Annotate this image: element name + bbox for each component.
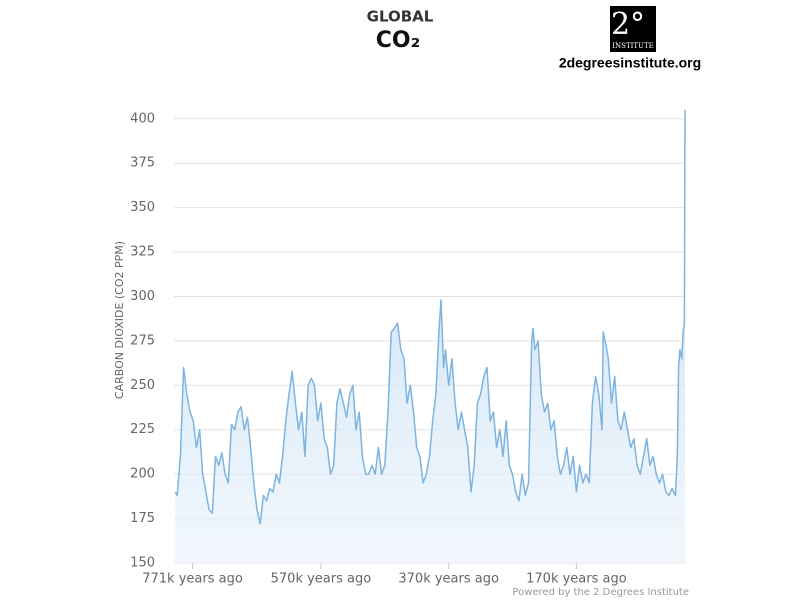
x-tick-label: 370k years ago xyxy=(398,572,499,587)
y-tick-label: 400 xyxy=(130,111,155,126)
y-tick-label: 275 xyxy=(130,333,155,348)
y-tick-label: 200 xyxy=(130,467,155,482)
area xyxy=(175,109,685,564)
line xyxy=(174,109,686,525)
y-tick-label: 375 xyxy=(130,156,155,171)
x-tick-label: 170k years ago xyxy=(526,572,627,587)
logo-box xyxy=(610,6,656,52)
x-tick-label: 570k years ago xyxy=(271,572,372,587)
y-tick-label: 225 xyxy=(130,422,155,437)
y-tick-label: 300 xyxy=(130,289,155,304)
y-tick-label: 350 xyxy=(130,200,155,215)
logo-url: 2degreesinstitute.org xyxy=(559,55,701,71)
y-tick-label: 250 xyxy=(130,378,155,393)
y-axis-label: CARBON DIOXIDE (CO2 PPM) xyxy=(113,241,126,399)
chart-title: GLOBAL xyxy=(367,8,434,26)
y-tick-label: 150 xyxy=(130,556,155,571)
logo-name: INSTITUTE xyxy=(612,42,653,50)
y-tick-label: 175 xyxy=(130,511,155,526)
credit: Powered by the 2 Degrees Institute xyxy=(512,587,689,598)
logo-mark: 2° xyxy=(611,7,645,42)
chart-subtitle: CO₂ xyxy=(376,28,420,53)
x-tick-label: 771k years ago xyxy=(142,572,243,587)
y-tick-label: 325 xyxy=(130,245,155,260)
